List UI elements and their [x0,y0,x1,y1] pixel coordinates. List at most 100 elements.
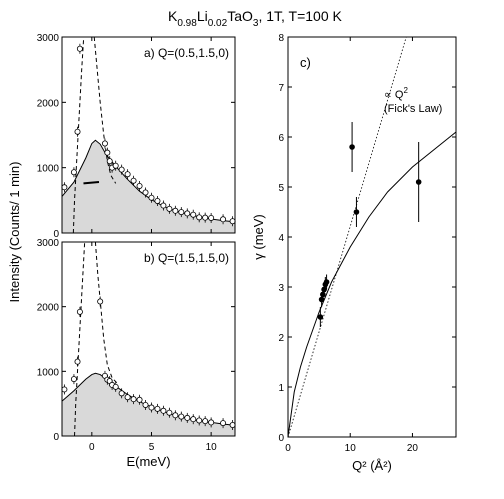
panel-a-data-point [208,214,215,221]
panel-c-y-tick-label: 7 [278,83,284,94]
intensity-axis-label: Intensity (Counts/ 1 min) [7,162,22,303]
panel-b-y-tick-label: 2000 [37,303,60,314]
panel-b-x-tick-label: 10 [206,442,218,453]
panel-b-shaded-area [62,373,235,436]
panel-c-x-tick-label: 0 [285,443,291,454]
panel-a-data-point [229,218,236,225]
gamma-fit-curve [287,131,457,438]
panel-c-y-tick-label: 4 [278,233,284,244]
panel-b-data-point [154,405,161,412]
panel-a-panel-label: a) Q=(0.5,1.5,0) [144,46,229,60]
panel-c-y-axis-label: γ (meV) [251,214,266,260]
fick-law-line [287,36,407,438]
panel-b-data-point [202,418,209,425]
panel-b-dashed-left-curve [74,241,86,437]
panel-a-data-point [178,209,185,216]
gamma-data-point [353,209,360,215]
panel-a-data-point [172,207,179,214]
fick-proportional-exponent: 2 [403,86,408,95]
panel-b-x-tick-label: 5 [149,442,155,453]
gamma-data-point [318,296,325,303]
panel-b-data-point [229,422,236,429]
panel-b-data-point [74,358,81,365]
panel-b-data-point [208,419,215,426]
panel-a-data-point [166,205,173,212]
gamma-data-point [317,314,324,320]
panel-a-shaded-area [62,140,235,233]
panel-a-data-point [106,158,113,165]
panel-a-data-point [124,171,131,178]
panel-a-data-point [136,182,143,189]
panel-b-data-point [136,396,143,403]
panel-a-dashed-left-curve [72,36,85,234]
panel-a-data-point [112,162,119,169]
panel-a-data-point [76,45,83,52]
panel-b-data-point [112,383,119,390]
panel-a-y-tick-label: 2000 [37,98,60,109]
gamma-data-point [349,144,355,150]
panel-c-x-tick-label: 20 [407,443,419,454]
panel-c-y-tick-label: 1 [278,383,284,394]
panel-b-data-point [178,413,185,420]
panel-b-data-point [220,420,227,427]
panel-b-data-point [124,394,131,401]
panel-b-data-point [76,308,83,315]
gamma-data-point [321,286,327,293]
panel-b-dashed-right-curve [94,241,119,385]
gamma-data-point [323,279,330,285]
panel-c-x-axis-label: Q² (Å²) [352,458,392,473]
panel-a-data-point [104,149,111,156]
panel-c-y-tick-label: 0 [278,433,284,444]
fick-law-annotation: (Fick's Law) [384,103,442,115]
panel-a-data-point [61,184,68,191]
panel-a-data-point [220,216,227,223]
panel-a-resolution-bar [83,181,100,185]
fick-proportional-annotation: ∝ Q2 [384,86,408,101]
panel-b-data-point [61,386,68,393]
panel-b-data-point [190,416,197,423]
panel-a-data-point [130,177,137,184]
panel-c-y-tick-label: 6 [278,133,284,144]
panel-a-dashed-right-curve [93,36,117,184]
panel-b-panel-label: b) Q=(1.5,1.5,0) [144,251,229,265]
panel-b-data-point [160,407,167,414]
gamma-data-point [320,291,326,298]
panel-b-x-axis-label: E(meV) [126,454,170,469]
panel-a-plot-frame [61,36,236,234]
panel-b-plot-frame [61,241,236,437]
panel-b-y-tick-label: 1000 [37,367,60,378]
panel-b-data-point [196,417,203,424]
panel-b-data-point [70,376,77,383]
figure-title: K0.98Li0.02TaO3, 1T, T=100 K [168,8,343,29]
panel-c-x-tick-label: 10 [345,443,357,454]
panel-b-y-tick-label: 3000 [37,238,60,249]
panel-a-data-point [190,211,197,218]
panel-c-y-tick-label: 2 [278,333,284,344]
panel-a-data-point [142,189,149,196]
panel-c-chart: 0 1 2 3 4 5 6 7 8 0 10 20 c) ∝ Q2 (Fick's Law) Q² (Å²) γ… [251,33,457,473]
panel-b-data-point [97,298,104,305]
panel-b-data-point [172,412,179,419]
panel-a-data-point [160,202,167,209]
panel-c-plot-frame [287,36,457,438]
panel-b-data-point [166,409,173,416]
panel-a-data-point [154,197,161,204]
panel-a-data-point [196,214,203,221]
panel-a-data-point [70,169,77,176]
panel-a-data-point [202,214,209,221]
panel-c-panel-label: c) [300,55,311,70]
panel-a-data-point [148,194,155,201]
panel-a-chart: 0 1000 2000 3000 a) Q=(0.5,1.5,0) [37,33,236,240]
panel-a-y-tick-label: 1000 [37,164,60,175]
panel-a-data-point [184,210,191,217]
panel-b-data-point [184,414,191,421]
panel-c-y-tick-label: 5 [278,183,284,194]
panel-a-data-point [101,140,108,147]
panel-b-y-tick-label: 0 [53,432,59,443]
panel-c-y-tick-label: 8 [278,33,284,44]
panel-a-y-tick-label: 0 [53,229,59,240]
panel-b-data-point [130,396,137,403]
panel-b-chart: 0 1000 2000 3000 0 5 10 b) Q=(1.5,1.5,0) E(meV) [37,238,236,469]
panel-a-data-point [74,128,81,135]
